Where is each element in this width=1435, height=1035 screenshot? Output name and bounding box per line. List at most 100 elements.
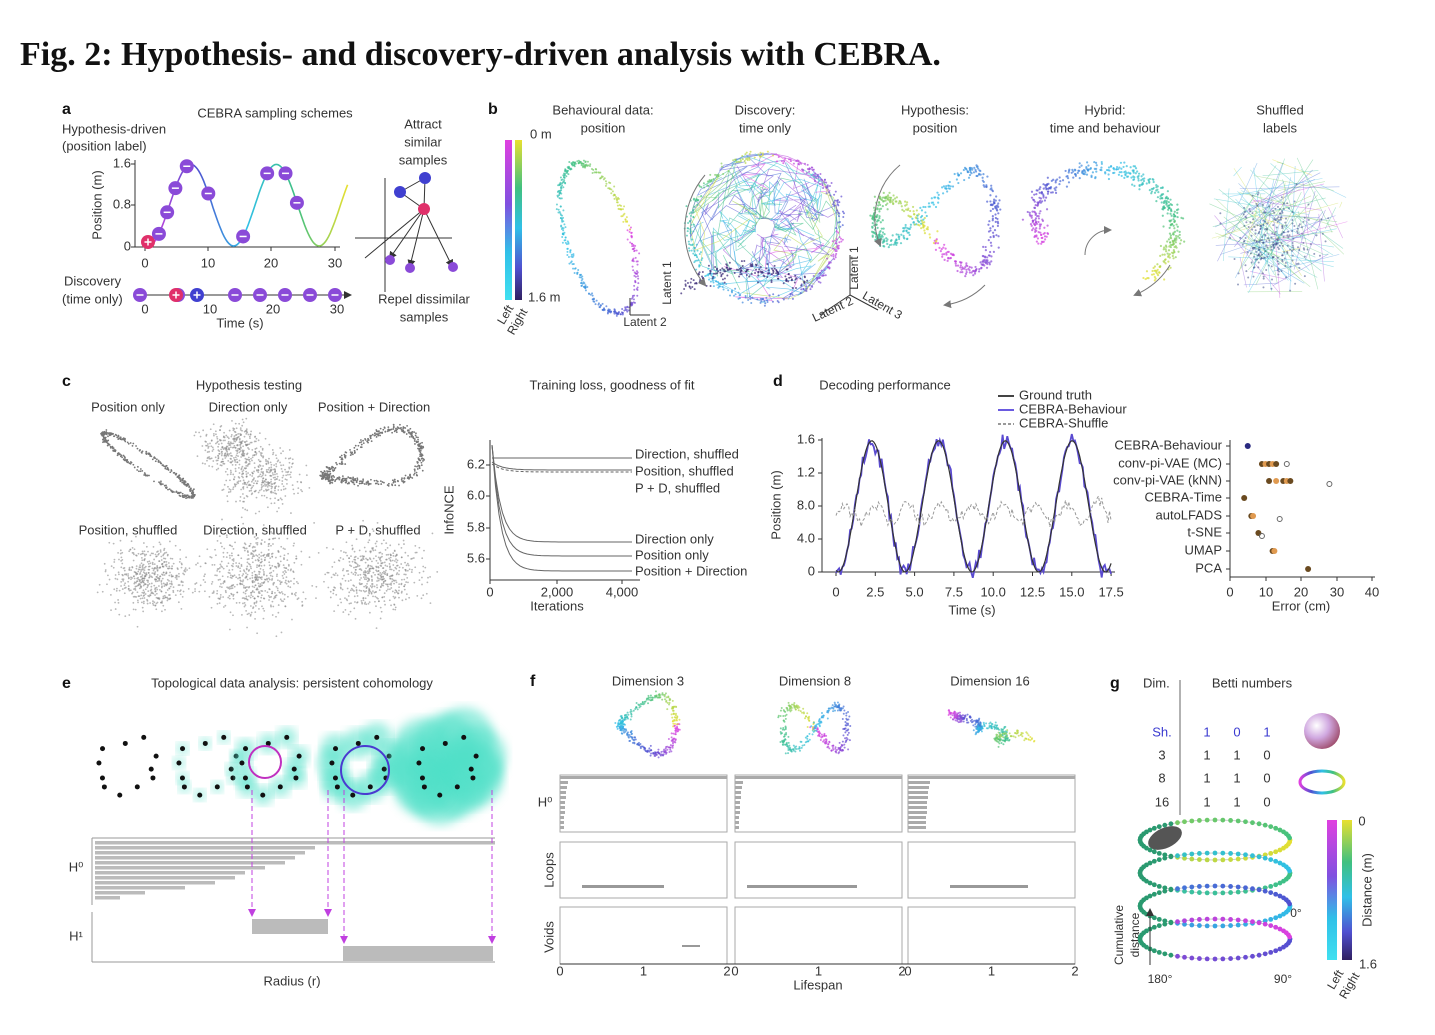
embedding-point [153,584,156,587]
embedding-point [989,188,992,191]
embedding-point [1297,262,1300,265]
embedding-point [1259,225,1262,228]
embedding-point [1163,253,1166,256]
embedding-point [114,577,117,580]
embedding-point [897,233,900,236]
embedding-point [899,242,903,245]
embedding-point [1064,169,1067,173]
embedding-point [1265,240,1268,243]
embedding-point [783,160,786,163]
embedding-point [700,259,703,262]
embedding-point [909,226,912,229]
embedding-point [627,306,630,309]
embedding-point [947,256,950,260]
embedding-point [275,485,278,488]
embedding-point [940,247,943,251]
embedding-point [164,467,167,470]
embedding-point [1286,234,1289,237]
embedding-point [256,632,259,635]
embedding-point [1049,186,1053,189]
embedding-point [158,560,161,563]
embedding-point [889,239,893,243]
embedding-point [1161,197,1164,200]
embedding-point [229,441,232,444]
embedding-point [1296,230,1299,233]
embedding-point [1153,279,1156,282]
embedding-point [956,264,960,267]
embedding-point [1257,191,1260,194]
axis-line [819,294,851,316]
embedding-point [1040,191,1043,194]
embedding-point [347,476,350,479]
embedding-point [1280,269,1283,272]
embedding-point [163,597,165,600]
embedding-point [787,280,790,283]
embedding-point [240,456,243,458]
embedding-point [718,282,720,285]
trajectory [761,204,797,222]
embedding-point [273,482,276,485]
flow-arrow [684,174,707,287]
embedding-point [828,261,831,264]
embedding-point [246,598,249,601]
embedding-point [995,234,998,237]
embedding-point [217,467,220,470]
embedding-point [998,199,1001,202]
embedding-point [153,558,155,561]
embedding-point [978,169,981,172]
embedding-point [915,209,918,212]
embedding-point [256,566,258,569]
embedding-point [882,244,885,248]
trajectory [1260,187,1344,249]
embedding-point [986,256,989,259]
embedding-point [272,491,274,494]
embedding-point [166,578,169,581]
embedding-point [1035,192,1038,196]
embedding-point [1176,203,1179,206]
axis-label: Radius (r) [263,973,320,988]
embedding-point [282,571,285,573]
embedding-point [1086,161,1089,164]
embedding-point [265,488,267,491]
embedding-point [421,441,423,444]
embedding-point [907,207,910,210]
embedding-point [260,486,263,489]
embedding-point [874,238,877,241]
embedding-point [795,286,798,289]
table-cell: Sh. [1152,724,1172,739]
embedding-point [614,195,617,198]
embedding-point [1039,201,1042,204]
embedding-point [981,254,984,258]
embedding-point [107,444,110,446]
embedding-point [598,305,601,308]
embedding-point [1259,251,1262,254]
embedding-point [636,294,639,297]
embedding-point [249,473,252,476]
embedding-point [1181,217,1185,220]
embedding-point [236,583,239,586]
embedding-point [979,261,982,264]
embedding-point [561,235,564,238]
embedding-point [943,253,946,256]
embedding-point [880,227,883,230]
embedding-point [349,448,351,451]
colorbar-label: 0 [1358,813,1365,828]
embedding-point [254,584,257,587]
embedding-point [413,472,416,475]
embedding-point [242,421,245,424]
embedding-point [1281,254,1284,257]
embedding-point [293,577,296,580]
embedding-point [632,260,635,263]
embedding-point [241,429,243,432]
embedding-point [261,584,263,587]
embedding-point [949,185,952,188]
embedding-point [137,470,140,473]
embedding-point [268,443,271,446]
embedding-point [1275,243,1278,246]
embedding-point [617,310,620,313]
embedding-point [403,480,406,483]
embedding-point [281,574,284,577]
embedding-point [593,300,596,303]
embedding-point [408,477,411,479]
embedding-point [171,491,174,494]
